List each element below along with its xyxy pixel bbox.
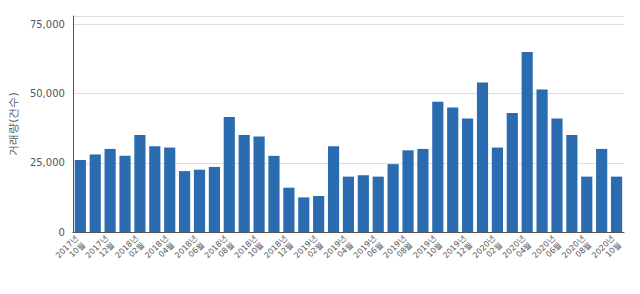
svg-text:02월: 02월 — [127, 240, 146, 259]
svg-text:2020년: 2020년 — [560, 233, 587, 260]
svg-text:2017년: 2017년 — [53, 233, 81, 260]
svg-text:2018년: 2018년 — [143, 233, 170, 260]
svg-text:04월: 04월 — [514, 240, 533, 259]
svg-text:08월: 08월 — [216, 240, 235, 259]
svg-text:06월: 06월 — [187, 240, 206, 259]
svg-text:0: 0 — [59, 227, 65, 238]
svg-text:06월: 06월 — [544, 240, 563, 259]
svg-text:2020년: 2020년 — [590, 233, 617, 260]
svg-text:2018년: 2018년 — [202, 233, 230, 260]
svg-text:2018년: 2018년 — [262, 233, 289, 260]
svg-text:10월: 10월 — [604, 240, 623, 259]
svg-text:10월: 10월 — [246, 240, 265, 259]
svg-text:거래량(건수): 거래량(건수) — [7, 92, 20, 156]
svg-text:2019년: 2019년 — [381, 233, 408, 260]
svg-text:06월: 06월 — [365, 240, 384, 259]
svg-text:2019년: 2019년 — [411, 233, 438, 260]
svg-text:02월: 02월 — [485, 240, 504, 259]
svg-text:2019년: 2019년 — [441, 233, 468, 260]
svg-text:12월: 12월 — [455, 240, 474, 259]
svg-text:2017년: 2017년 — [83, 233, 111, 260]
svg-text:2018년: 2018년 — [113, 233, 140, 260]
svg-text:2018년: 2018년 — [173, 233, 200, 260]
svg-text:25,000: 25,000 — [30, 157, 65, 168]
svg-text:2019년: 2019년 — [322, 233, 349, 260]
svg-text:08월: 08월 — [574, 240, 593, 259]
svg-text:2019년: 2019년 — [292, 233, 319, 260]
svg-text:75,000: 75,000 — [30, 19, 65, 30]
svg-text:02월: 02월 — [306, 240, 325, 259]
svg-text:2020년: 2020년 — [530, 233, 557, 260]
svg-text:2020년: 2020년 — [471, 233, 498, 260]
svg-text:2020년: 2020년 — [500, 233, 528, 260]
svg-text:04월: 04월 — [157, 240, 176, 259]
svg-text:12월: 12월 — [276, 240, 295, 259]
svg-text:50,000: 50,000 — [30, 88, 65, 99]
svg-text:08월: 08월 — [395, 240, 414, 259]
svg-text:12월: 12월 — [97, 240, 116, 259]
svg-text:04월: 04월 — [336, 240, 355, 259]
svg-text:2019년: 2019년 — [351, 233, 379, 260]
svg-text:10월: 10월 — [67, 240, 86, 259]
svg-text:10월: 10월 — [425, 240, 444, 259]
svg-text:2018년: 2018년 — [232, 233, 260, 260]
